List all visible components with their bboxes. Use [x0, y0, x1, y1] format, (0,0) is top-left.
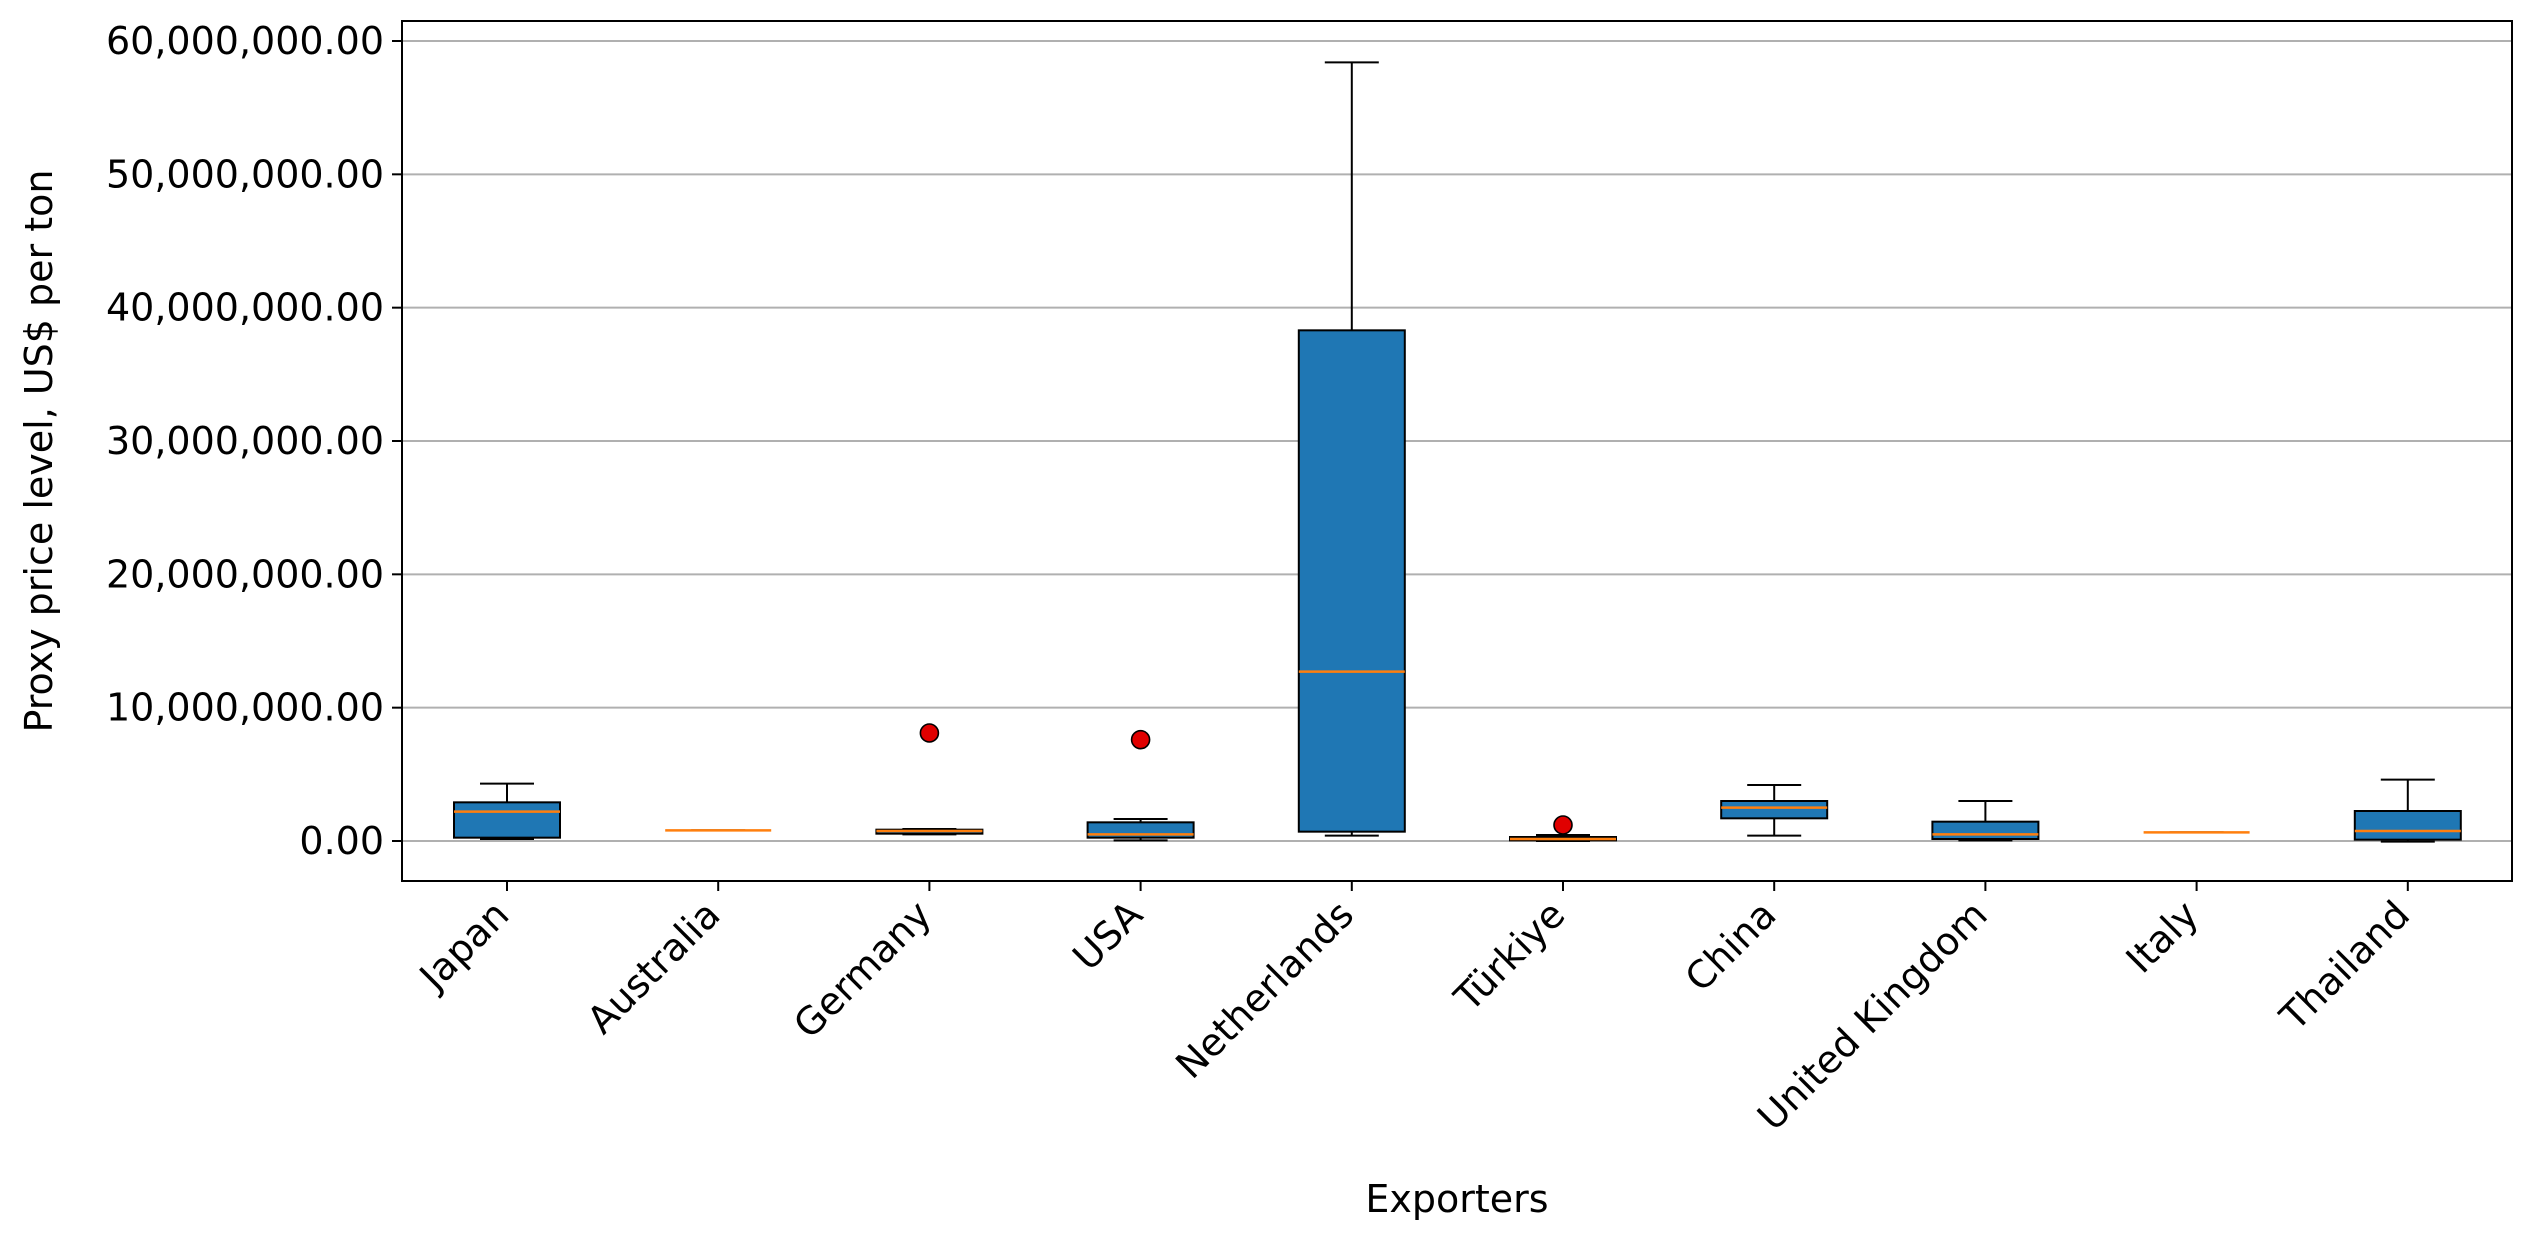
box-group [2353, 778, 2462, 843]
y-tick-label: 20,000,000.00 [106, 552, 384, 596]
outlier-point [1553, 815, 1573, 835]
x-tick-label: Italy [2118, 892, 2207, 981]
box [2353, 810, 2462, 841]
box-group [875, 723, 984, 836]
x-tick-label: United Kingdom [1749, 892, 1996, 1139]
plot-frame [401, 20, 2513, 882]
x-tick-label: Netherlands [1167, 892, 1362, 1087]
box-group [1086, 729, 1195, 842]
y-axis-label: Proxy price level, US$ per ton [17, 170, 61, 733]
x-axis: Japan Australia Germany USA Netherlands Türki… [410, 881, 2418, 1139]
grid-layer [402, 40, 2512, 842]
x-tick-label: Thailand [2271, 892, 2418, 1039]
box-group [1509, 815, 1617, 842]
y-tick-label: 30,000,000.00 [106, 419, 384, 463]
x-tick-label: Germany [785, 892, 940, 1047]
y-tick-label: 50,000,000.00 [106, 152, 384, 196]
box-group [1297, 61, 1406, 837]
y-tick-label: 0.00 [299, 819, 384, 863]
y-tick-label: 60,000,000.00 [106, 19, 384, 63]
x-tick-label: China [1677, 892, 1785, 1000]
x-tick-label: Japan [410, 892, 517, 999]
y-axis: 0.00 10,000,000.00 20,000,000.00 30,000,000… [106, 19, 402, 863]
x-axis-label: Exporters [1365, 1177, 1548, 1221]
y-tick-label: 40,000,000.00 [106, 286, 384, 330]
outlier-point [919, 723, 940, 743]
box-group [1931, 800, 2040, 842]
outlier-point [1130, 729, 1151, 750]
x-tick-label: USA [1064, 892, 1151, 979]
box [1720, 800, 1829, 820]
x-tick-label: Türkiye [1445, 892, 1573, 1020]
box-layer [453, 61, 2462, 843]
box-group [453, 782, 561, 840]
box [1931, 820, 2040, 841]
box-group [1720, 784, 1829, 837]
y-tick-label: 10,000,000.00 [106, 686, 384, 730]
box [453, 801, 561, 839]
box [1297, 329, 1406, 833]
x-tick-label: Australia [579, 892, 729, 1042]
